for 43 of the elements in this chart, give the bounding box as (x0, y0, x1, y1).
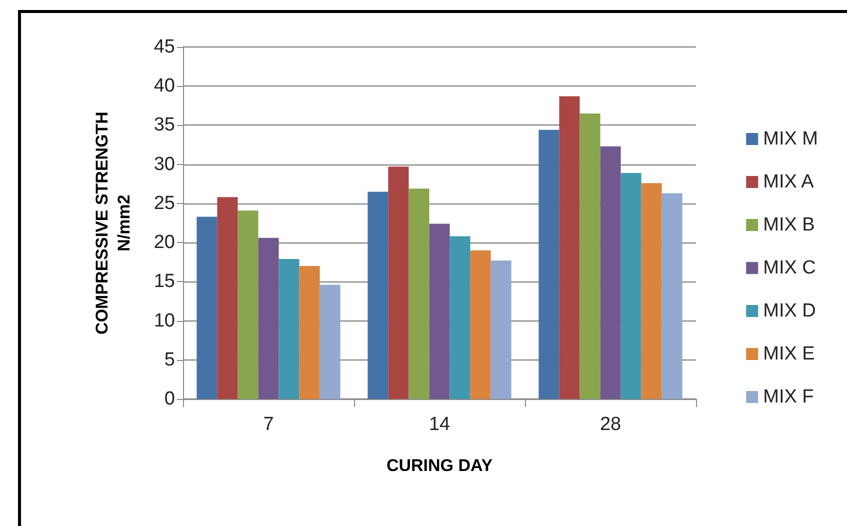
bar (620, 172, 642, 399)
y-tick-label: 35 (154, 114, 175, 136)
x-axis-title: CURING DAY (386, 456, 494, 475)
y-tick-label: 40 (154, 76, 175, 97)
y-tick-label: 0 (164, 388, 175, 410)
y-tick-label: 10 (154, 310, 175, 332)
bar (641, 183, 662, 399)
bar (580, 113, 600, 399)
bar (490, 260, 512, 399)
y-tick-label: 5 (164, 349, 175, 370)
bar (388, 166, 409, 399)
legend-label: MIX C (763, 258, 816, 278)
bar (538, 130, 560, 399)
y-tick-label: 20 (154, 232, 175, 254)
legend-label: MIX A (763, 172, 814, 192)
bar (217, 197, 238, 399)
bar (450, 236, 470, 399)
legend-label: MIX F (763, 386, 814, 408)
x-tick-label: 7 (263, 414, 274, 435)
y-axis-title: COMPRESSIVE STRENGTH N/mm2 (92, 112, 134, 334)
legend-label: MIX M (763, 128, 818, 150)
bar (408, 188, 430, 399)
y-tick-label: 30 (154, 154, 175, 175)
bar (238, 210, 258, 399)
bar (600, 146, 621, 399)
legend-label: MIX E (763, 344, 815, 364)
y-tick-label: 45 (154, 36, 175, 58)
y-tick-label: 25 (154, 192, 175, 214)
x-tick-label: 14 (428, 414, 450, 435)
bar (559, 96, 580, 399)
bar (258, 238, 279, 399)
bar (278, 258, 300, 399)
bar (662, 193, 682, 399)
y-tick-label: 15 (154, 271, 175, 292)
bar (429, 224, 450, 399)
legend-label: MIX B (763, 214, 815, 236)
bar (470, 250, 491, 399)
legend-label: MIX D (763, 300, 816, 322)
bar (196, 216, 218, 399)
bar (299, 266, 320, 399)
x-tick-label: 28 (600, 414, 622, 435)
bar (320, 284, 340, 399)
bar (368, 192, 388, 399)
